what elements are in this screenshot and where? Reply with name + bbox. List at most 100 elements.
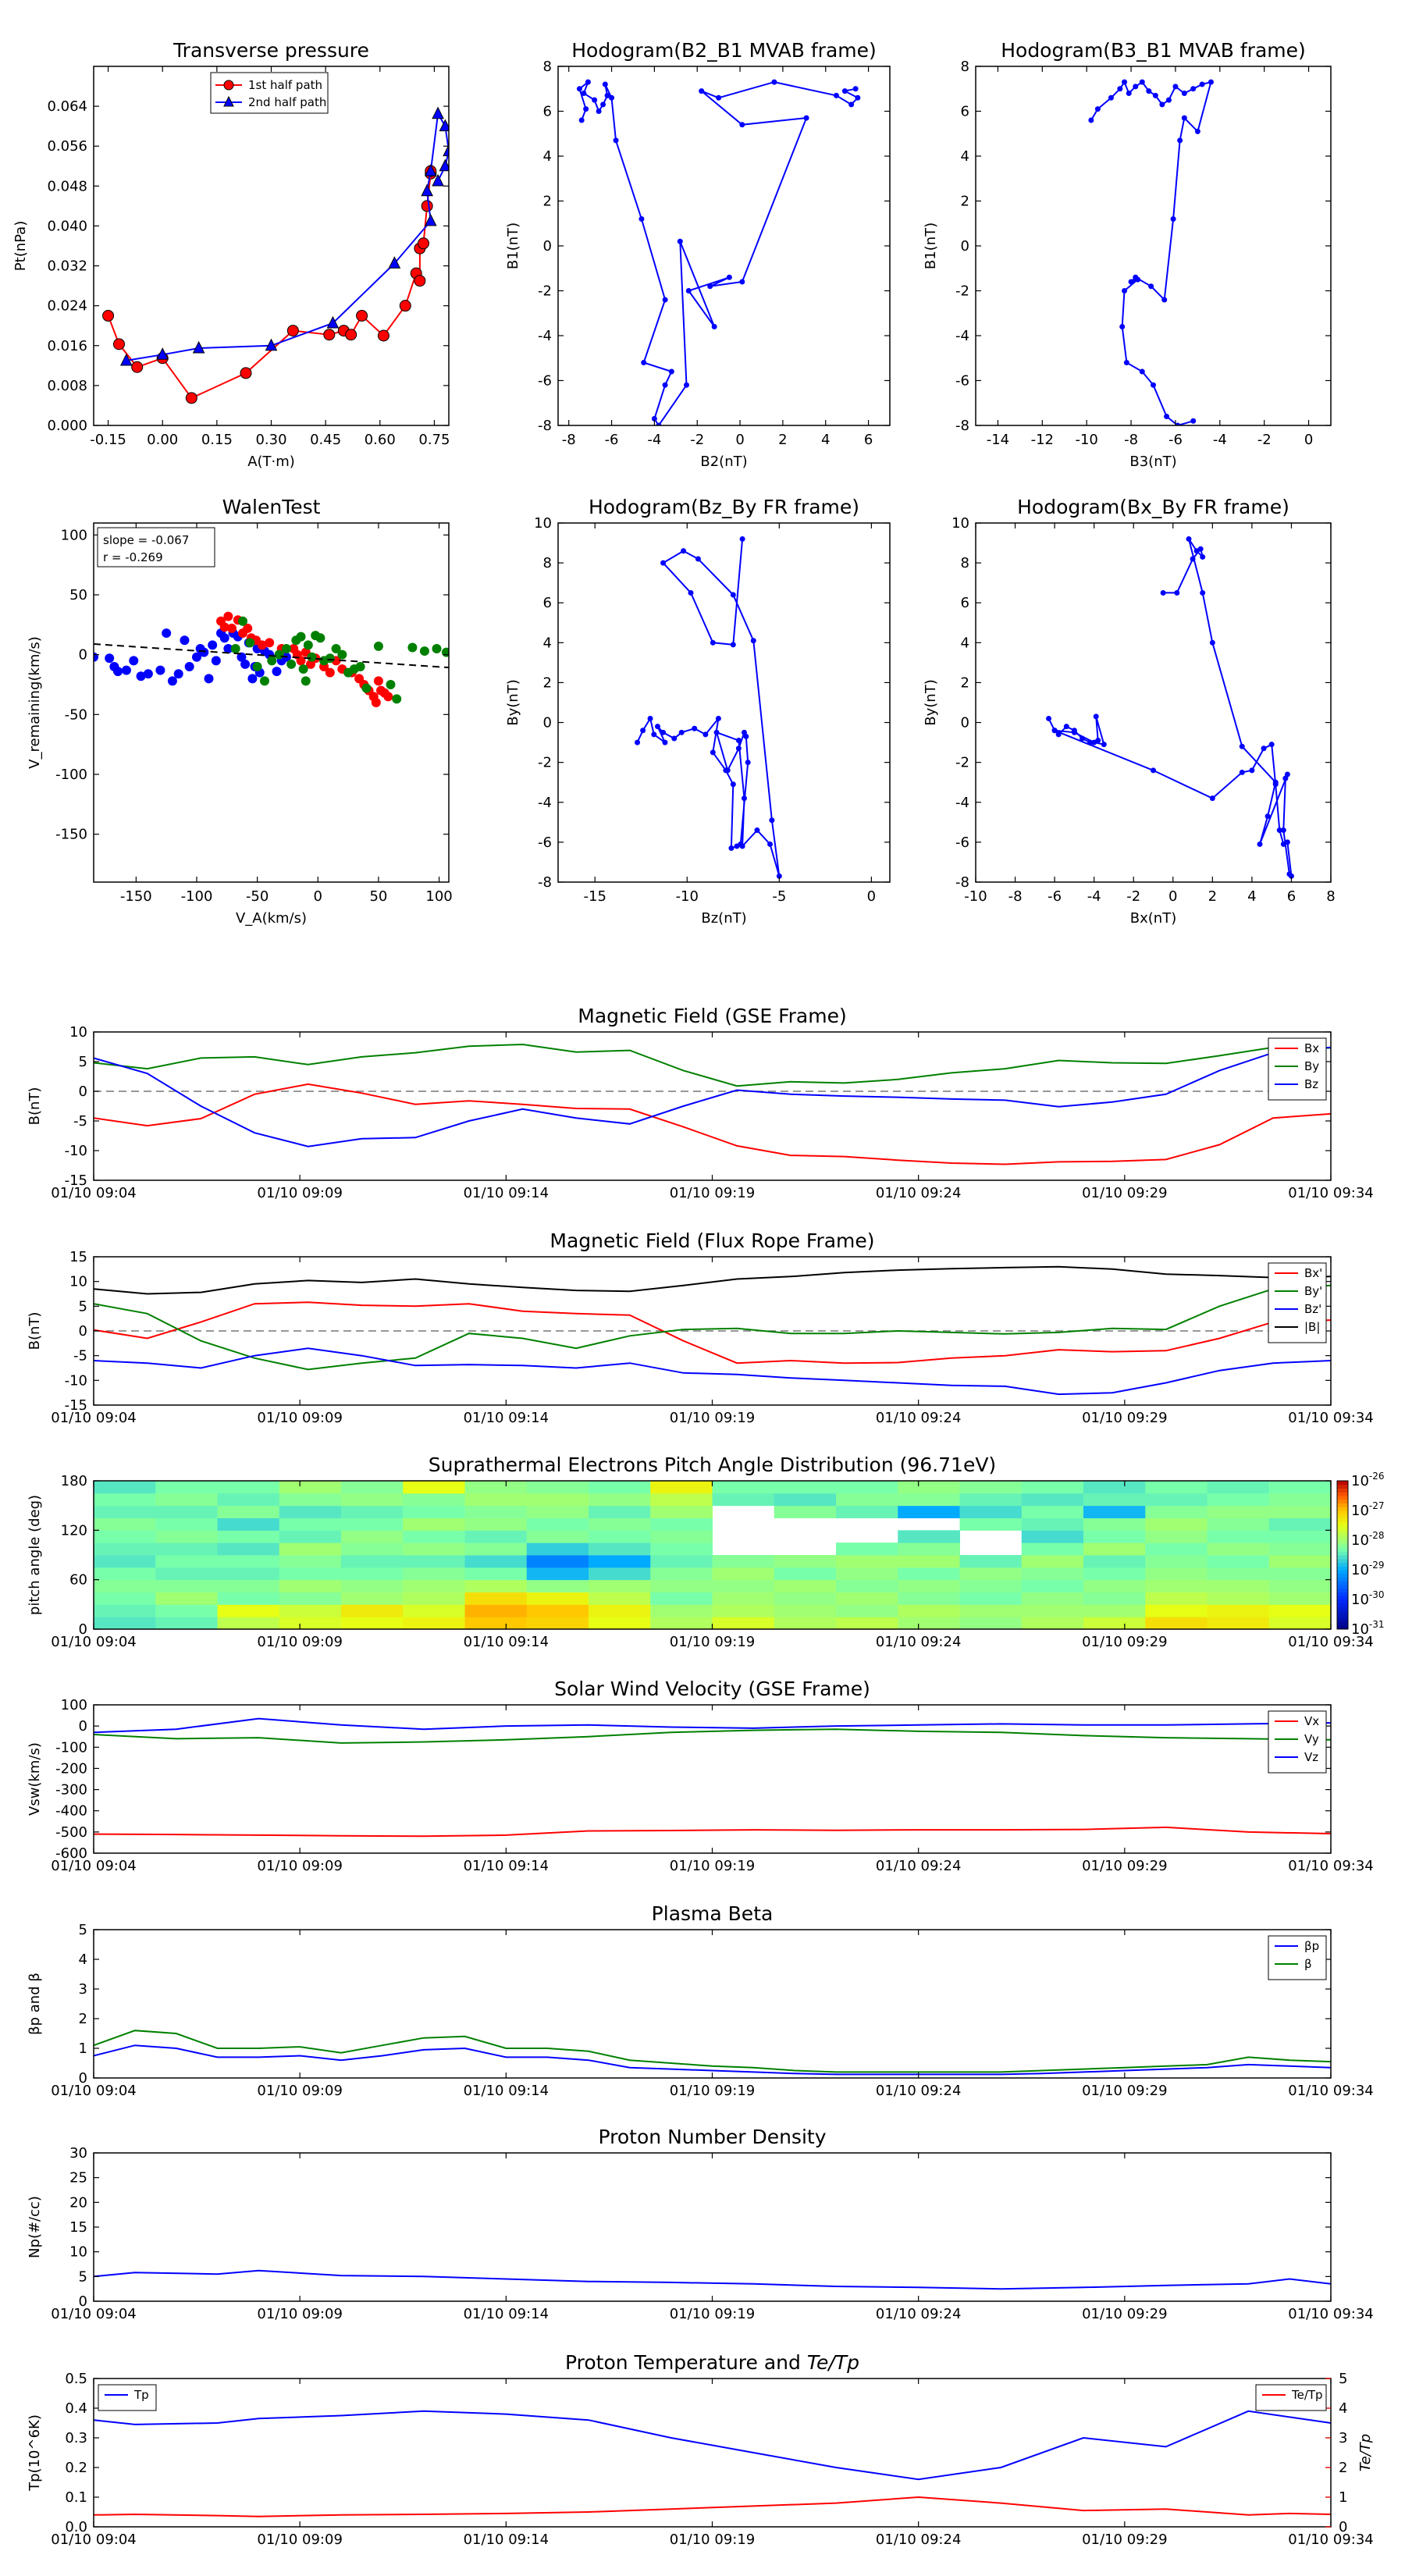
hodogram-point <box>1175 422 1181 425</box>
hodogram-point <box>671 735 678 742</box>
heatmap-cell <box>279 1530 342 1543</box>
hodogram-point <box>635 739 641 745</box>
heatmap-cell <box>589 1493 651 1507</box>
panel-title: Proton Temperature and Te/Tp <box>565 2351 859 2374</box>
heatmap-cell <box>712 1592 775 1605</box>
colorbar-exponent: -29 <box>1369 1560 1385 1571</box>
series-line <box>94 1265 1331 1295</box>
walen-point-blue <box>240 659 251 669</box>
x-axis-label: A(T·m) <box>247 454 295 470</box>
walen-point-blue <box>191 652 201 662</box>
colorbar-segment <box>1337 1528 1348 1533</box>
heatmap-cell <box>1207 1604 1270 1617</box>
y-tick-label: 60 <box>69 1572 87 1589</box>
walen-point-green <box>259 676 269 686</box>
y-right-tick-label: 3 <box>1339 2430 1347 2446</box>
hodogram-point <box>578 117 585 123</box>
hodogram-point <box>1122 288 1128 294</box>
hodogram-point <box>1094 106 1101 112</box>
time-tick-label: 01/10 09:09 <box>257 2083 342 2099</box>
heatmap-cell <box>94 1542 156 1556</box>
legend-label-0: βp <box>1304 1939 1319 1953</box>
hodogram-line <box>1090 80 1212 425</box>
heatmap-cell <box>279 1493 342 1507</box>
legend-label-1st: 1st half path <box>248 78 322 92</box>
y-right-tick-label: 0 <box>1339 2519 1347 2535</box>
legend-label-1: By' <box>1304 1284 1322 1298</box>
y-tick-label: 0 <box>79 1083 87 1100</box>
heatmap-cell <box>898 1505 960 1518</box>
walen-point-green <box>325 653 335 664</box>
heatmap-cell <box>898 1555 960 1568</box>
hodogram-point <box>739 122 745 128</box>
axes-frame <box>557 522 891 883</box>
colorbar-segment <box>1337 1562 1348 1567</box>
hodogram-point <box>1170 216 1176 222</box>
y-axis-label: By(nT) <box>505 679 521 725</box>
hodogram-point <box>1276 827 1282 834</box>
hodogram-point <box>1172 84 1179 90</box>
x-axis-label: B3(nT) <box>1129 454 1176 470</box>
marker-2nd-half <box>432 106 444 119</box>
x-axis-label: B2(nT) <box>700 454 747 470</box>
heatmap-cell <box>341 1481 404 1494</box>
heatmap-cell <box>1268 1567 1331 1581</box>
plot-area <box>1046 535 1294 879</box>
y-tick-label: -4 <box>538 328 552 344</box>
hodogram-point <box>576 86 582 92</box>
x-tick-label: -0.15 <box>90 432 126 448</box>
marker-2nd-half <box>424 164 437 176</box>
y-tick-label: 15 <box>69 1249 87 1265</box>
legend-label-2: Bz <box>1304 1077 1318 1091</box>
heatmap-cell <box>898 1530 960 1543</box>
x-tick-label: 0.00 <box>147 432 178 448</box>
hodogram-point <box>833 92 839 98</box>
colorbar-segment <box>1337 1543 1348 1548</box>
heatmap-cell <box>155 1481 218 1494</box>
x-tick-label: -12 <box>1031 432 1054 448</box>
hodogram-point <box>1051 728 1058 734</box>
series-line <box>94 1083 1331 1165</box>
hodogram-point <box>1190 556 1196 562</box>
y-tick-label: 0.000 <box>47 418 87 434</box>
x-tick-label: 2 <box>1208 888 1217 905</box>
hodogram-point <box>668 368 674 375</box>
heatmap-cell <box>341 1493 404 1507</box>
panel-proton_density: Proton Number Density 01/10 09:04 01/10 09… <box>27 2126 1374 2322</box>
walen-point-blue <box>247 674 258 684</box>
y-tick-label: -200 <box>55 1760 87 1777</box>
colorbar-segment <box>1337 1570 1348 1574</box>
hodogram-point <box>741 729 747 735</box>
panel-hodogram_b3_b1: Hodogram(B3_B1 MVAB frame) -8 -6 -4 -2 0 2 4 6 8 -… <box>923 39 1332 470</box>
heatmap-cell <box>836 1505 898 1518</box>
heatmap-cell <box>1268 1592 1331 1605</box>
heatmap-cell <box>341 1567 404 1581</box>
colorbar-segment <box>1337 1606 1348 1611</box>
heatmap-cell <box>279 1481 342 1494</box>
marker-1st-half <box>113 338 125 350</box>
hodogram-point <box>739 535 745 542</box>
heatmap-cell <box>155 1592 218 1605</box>
time-tick-label: 01/10 09:29 <box>1082 1410 1167 1426</box>
y-tick-label: -400 <box>55 1803 87 1820</box>
axes-frame <box>975 522 1332 883</box>
x-tick-label: -6 <box>1048 888 1062 905</box>
x-tick-label: 0.75 <box>418 432 450 448</box>
heatmap-cell <box>650 1617 713 1629</box>
heatmap-cell <box>1207 1567 1270 1581</box>
heatmap-cell <box>898 1567 960 1581</box>
colorbar-segment <box>1337 1517 1348 1522</box>
colorbar-segment <box>1337 1496 1348 1500</box>
y-tick-label: 0.0 <box>65 2519 87 2535</box>
y-tick-label: 25 <box>69 2170 87 2186</box>
heatmap-cell <box>155 1530 218 1543</box>
y-tick-label: 0 <box>961 715 969 731</box>
heatmap-cell <box>341 1542 404 1556</box>
legend-box <box>1255 2384 1327 2411</box>
heatmap-cell <box>774 1505 837 1518</box>
hodogram-point <box>688 589 694 596</box>
hodogram-point <box>1046 715 1052 721</box>
hodogram-point <box>1063 724 1069 730</box>
y-tick-label: 15 <box>69 2219 87 2236</box>
colorbar-base: 10 <box>1351 1621 1369 1638</box>
